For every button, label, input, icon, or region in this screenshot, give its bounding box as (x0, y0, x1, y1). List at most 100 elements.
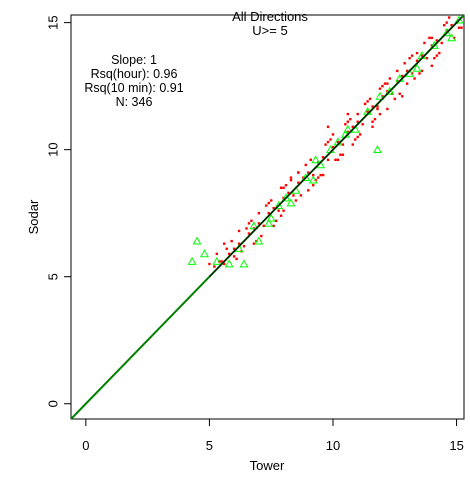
data-point-dot (232, 255, 236, 258)
data-point-dot (307, 189, 310, 192)
data-point-dot (262, 224, 265, 228)
data-point-dot (420, 54, 424, 57)
stat-rsq-10min: Rsq(10 min): 0.91 (84, 81, 183, 95)
data-point-dot (235, 257, 238, 261)
data-point-triangle (274, 200, 284, 209)
data-point-dot (443, 23, 446, 27)
data-point-dot (294, 199, 298, 202)
data-point-dot (438, 51, 441, 55)
data-point-dot (324, 143, 327, 146)
data-point-triangle (412, 63, 422, 72)
data-point-dot (267, 201, 270, 205)
data-point-dot (401, 95, 404, 98)
data-point-dot (363, 102, 367, 106)
data-point-dot (213, 265, 216, 268)
data-point-dot (297, 171, 300, 174)
data-point-dot (358, 133, 362, 136)
data-point-dot (356, 135, 359, 139)
data-point-dot (378, 87, 382, 90)
data-point-dot (257, 211, 261, 215)
stat-n: N: 346 (116, 95, 153, 109)
data-point-dot (297, 181, 300, 184)
data-point-dot (279, 214, 283, 217)
data-point-dot (445, 21, 448, 24)
fit-lines-layer (70, 14, 465, 420)
data-point-dot (440, 41, 443, 45)
data-point-dot (252, 242, 256, 245)
x-tick-label: 0 (82, 438, 89, 453)
data-point-dot (245, 227, 248, 230)
stat-rsq-hour: Rsq(hour): 0.96 (91, 67, 178, 81)
data-point-triangle (239, 259, 249, 268)
data-point-dot (321, 173, 325, 177)
data-point-dot (272, 224, 275, 228)
data-point-dot (287, 191, 290, 195)
data-point-dot (430, 36, 434, 40)
data-point-dot (326, 125, 330, 128)
data-point-dot (237, 242, 241, 245)
x-tick-label: 10 (326, 438, 340, 453)
data-point-dot (331, 133, 335, 136)
data-point-triangle (308, 175, 318, 184)
data-point-dot (433, 56, 436, 60)
x-axis: 0 5 10 15 (82, 418, 464, 453)
data-point-triangle (385, 86, 395, 95)
data-point-triangle (454, 15, 464, 24)
data-point-dot (447, 16, 451, 19)
data-point-dot (450, 23, 453, 27)
data-point-dot (423, 41, 426, 45)
data-point-dot (356, 112, 359, 116)
data-point-dot (312, 173, 315, 177)
data-point-dot (435, 39, 439, 42)
chart-title: All Directions (232, 9, 308, 24)
data-point-dot (366, 110, 369, 113)
data-point-dot (304, 163, 308, 167)
data-point-dot (396, 69, 399, 73)
data-point-dot (341, 143, 345, 146)
data-point-dot (321, 156, 325, 159)
data-point-dot (341, 153, 345, 156)
data-point-triangle (286, 198, 296, 207)
data-point-dot (415, 51, 419, 55)
data-point-dot (361, 123, 364, 126)
data-point-dot (351, 143, 354, 146)
data-point-dot (270, 199, 273, 202)
data-point-triangle (373, 145, 382, 154)
stat-slope: Slope: 1 (111, 53, 157, 67)
data-point-dot (208, 262, 211, 266)
stats-annotation: Slope: 1 Rsq(hour): 0.96 Rsq(10 min): 0.… (84, 53, 183, 109)
y-axis-title: Sodar (26, 199, 41, 234)
data-point-triangle (281, 193, 291, 202)
data-point-dot (232, 247, 236, 250)
data-point-dot (284, 184, 288, 187)
data-point-dot (329, 138, 332, 141)
data-point-dot (356, 120, 359, 123)
data-point-dot (373, 117, 377, 121)
data-point-dot (428, 36, 431, 40)
data-point-dot (223, 262, 226, 266)
data-point-dot (274, 219, 278, 223)
data-point-dot (282, 186, 285, 189)
data-point-dot (230, 239, 233, 243)
data-point-dot (265, 204, 268, 207)
data-point-dot (272, 206, 275, 210)
data-point-dot (401, 74, 404, 78)
data-point-dot (257, 222, 261, 225)
data-point-triangle (447, 33, 457, 42)
y-axis: 0 5 10 15 (45, 15, 72, 407)
data-point-dot (371, 125, 374, 128)
data-point-triangle (212, 256, 222, 265)
data-point-dot (388, 77, 392, 80)
data-point-dot (225, 247, 228, 250)
data-point-dot (460, 26, 463, 29)
data-point-dot (381, 84, 384, 88)
data-point-dot (292, 194, 295, 197)
data-point-dot (405, 82, 409, 85)
data-point-dot (289, 178, 293, 182)
data-point-dot (267, 211, 270, 215)
data-point-dot (371, 120, 374, 123)
x-tick-label: 15 (449, 438, 463, 453)
x-axis-title: Tower (250, 458, 285, 473)
data-point-dot (378, 112, 382, 116)
